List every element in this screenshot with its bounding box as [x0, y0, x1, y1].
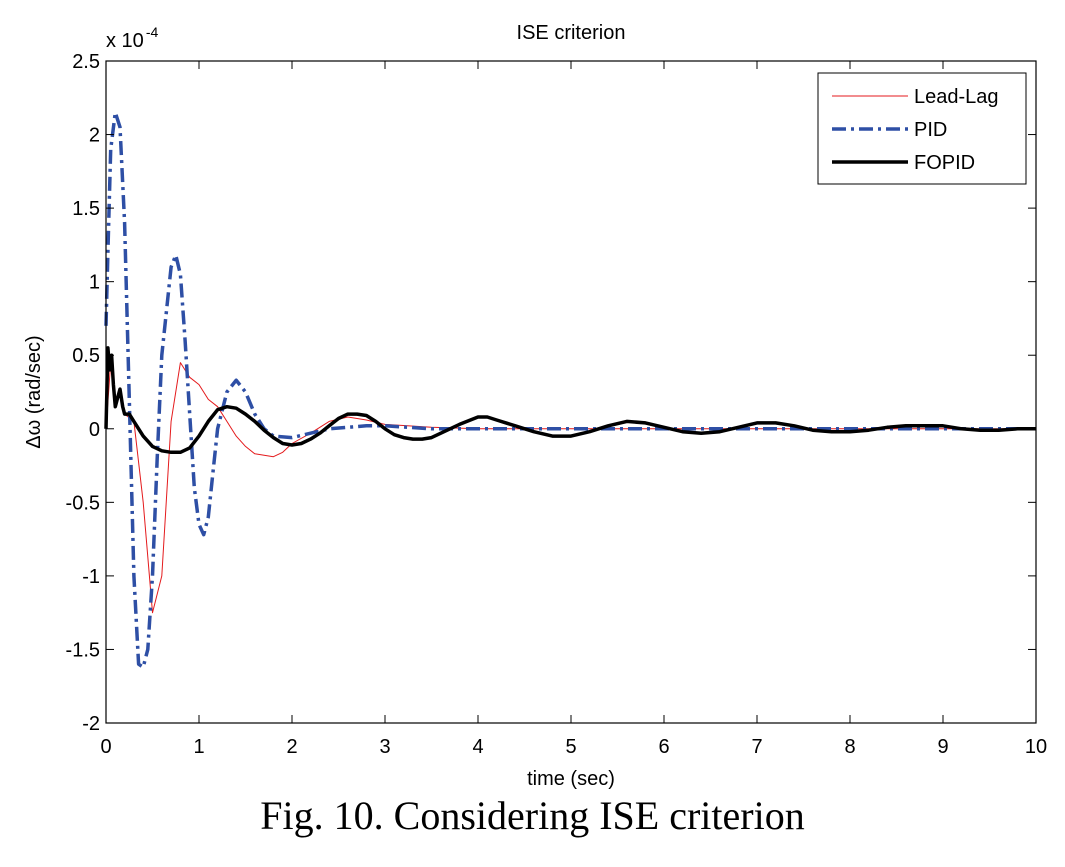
- x-tick-label: 1: [193, 736, 204, 758]
- x-tick-label: 10: [1025, 736, 1047, 758]
- figure-caption: Fig. 10. Considering ISE criterion: [260, 793, 805, 838]
- chart: 0 1 2 3 4 5 6 7 8 9 10 -2 -1.5 -1 -0.5 0 0.5 1 1.5 2 2.5 ISE…: [23, 22, 1048, 790]
- series-line-fopid: [104, 346, 1036, 455]
- x-tick-label: 4: [472, 736, 483, 758]
- axis-ticks: 0 1 2 3 4 5 6 7 8 9 10 -2 -1.5 -1 -0.5 0 0.5 1 1.5 2 2.5: [66, 51, 1048, 758]
- series-line-pid: [104, 110, 1036, 669]
- y-tick-label: -0.5: [66, 492, 100, 514]
- plot-series: [104, 110, 1036, 669]
- x-axis-label: time (sec): [527, 768, 615, 790]
- y-tick-label: -2: [82, 713, 100, 735]
- y-tick-label: 1: [89, 272, 100, 294]
- exponent-base: x 10: [106, 30, 144, 52]
- x-tick-label: 7: [751, 736, 762, 758]
- y-axis-label: Δω (rad/sec): [23, 335, 45, 448]
- x-tick-label: 0: [100, 736, 111, 758]
- y-tick-label: 0: [89, 419, 100, 441]
- x-tick-label: 6: [658, 736, 669, 758]
- legend-label-fopid: FOPID: [914, 152, 975, 174]
- y-tick-label: -1: [82, 566, 100, 588]
- y-tick-label: 2: [89, 125, 100, 147]
- y-tick-label: -1.5: [66, 639, 100, 661]
- y-tick-label: 1.5: [72, 198, 100, 220]
- legend: Lead-Lag PID FOPID: [817, 72, 1027, 185]
- x-tick-label: 5: [565, 736, 576, 758]
- x-tick-label: 3: [379, 736, 390, 758]
- y-tick-label: 2.5: [72, 51, 100, 73]
- x-tick-label: 8: [844, 736, 855, 758]
- legend-label-pid: PID: [914, 119, 947, 141]
- series-line-lead-lag: [105, 362, 1036, 614]
- exponent-power: -4: [146, 24, 159, 40]
- y-axis-exponent: x 10 -4: [106, 24, 158, 52]
- x-tick-label: 9: [937, 736, 948, 758]
- y-tick-label: 0.5: [72, 345, 100, 367]
- x-tick-label: 2: [286, 736, 297, 758]
- chart-title: ISE criterion: [517, 22, 626, 44]
- legend-label-lead-lag: Lead-Lag: [914, 86, 999, 108]
